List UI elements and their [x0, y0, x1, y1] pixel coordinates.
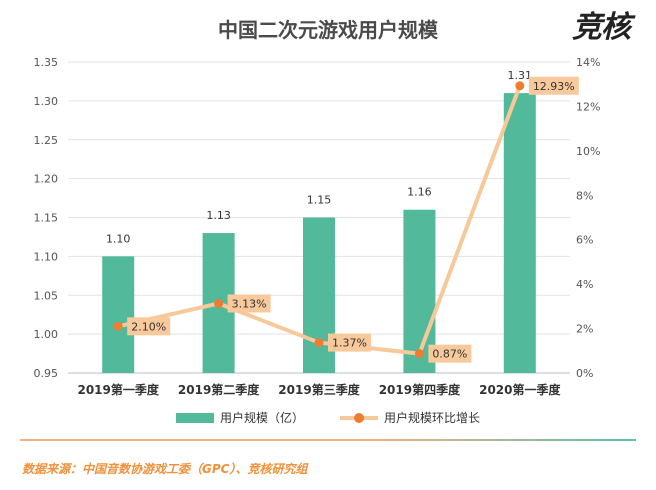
left-tick-label: 0.95 [34, 367, 59, 380]
bar-value-label: 1.15 [307, 194, 332, 207]
growth-label-bg [127, 317, 171, 336]
growth-point[interactable] [214, 298, 224, 308]
line-series: 2.10% 3.13% 1.37% 0.87% 12.93% [113, 76, 579, 363]
growth-value-label: 0.87% [432, 348, 467, 361]
bar-value-label: 1.13 [206, 209, 231, 222]
right-tick-label: 14% [576, 56, 600, 69]
right-tick-label: 0% [576, 367, 593, 380]
legend-item-bar[interactable]: 用户规模（亿） [175, 409, 304, 426]
legend-label-bar: 用户规模（亿） [219, 411, 304, 425]
left-tick-label: 1.35 [34, 56, 59, 69]
legend: 用户规模（亿） 用户规模环比增长 [0, 409, 656, 426]
left-tick-label: 1.20 [34, 173, 59, 186]
growth-value-label: 12.93% [533, 80, 575, 93]
growth-value-label: 2.10% [131, 320, 166, 333]
category-label: 2020第一季度 [479, 382, 561, 397]
left-tick-label: 1.30 [34, 95, 59, 108]
source-note: 数据来源：中国音数协游戏工委（GPC）、竞核研究组 [22, 462, 308, 476]
right-tick-label: 12% [576, 100, 600, 113]
growth-point[interactable] [113, 321, 123, 331]
left-tick-label: 1.15 [34, 212, 59, 225]
bar[interactable] [102, 256, 135, 373]
legend-label-line: 用户规模环比增长 [384, 411, 481, 425]
bar-value-label: 1.10 [106, 232, 131, 245]
bar[interactable] [503, 93, 536, 373]
growth-label-bg [328, 333, 371, 352]
right-tick-label: 6% [576, 234, 593, 247]
left-tick-label: 1.00 [34, 328, 59, 341]
right-tick-label: 4% [576, 278, 593, 291]
bar-value-label: 1.16 [407, 186, 432, 199]
footer-divider [20, 439, 636, 441]
chart-canvas: 0.95 1.00 1.05 1.10 1.15 1.20 1.25 1.30 1.35 0% 2… [34, 56, 601, 397]
growth-point[interactable] [414, 349, 424, 359]
right-tick-label: 10% [576, 145, 600, 158]
growth-point[interactable] [515, 81, 525, 91]
growth-label-bg [227, 294, 271, 313]
legend-swatch-line [340, 411, 378, 425]
category-label: 2019第三季度 [278, 382, 360, 397]
growth-label-bg [428, 344, 472, 363]
category-label: 2019第四季度 [379, 382, 461, 397]
growth-point[interactable] [314, 338, 324, 348]
legend-swatch-bar [175, 412, 214, 423]
left-tick-label: 1.25 [34, 134, 59, 147]
left-tick-label: 1.05 [34, 289, 59, 302]
category-label: 2019第一季度 [77, 382, 159, 397]
right-tick-label: 8% [576, 189, 593, 202]
left-axis: 0.95 1.00 1.05 1.10 1.15 1.20 1.25 1.30 1.35 [34, 56, 59, 380]
right-axis: 0% 2% 4% 6% 8% 10% 12% 14% [576, 56, 600, 380]
legend-item-line[interactable]: 用户规模环比增长 [340, 409, 480, 426]
bar-value-label: 1.31 [508, 69, 533, 82]
growth-label-bg [528, 76, 579, 95]
brand-logo: 竞核 [572, 10, 631, 45]
left-tick-label: 1.10 [34, 250, 59, 263]
bar-series: 1.10 1.13 1.15 1.16 1.31 [102, 69, 536, 373]
category-label: 2019第二季度 [178, 382, 260, 397]
growth-value-label: 3.13% [232, 297, 267, 310]
chart-title: 中国二次元游戏用户规模 [218, 18, 438, 42]
growth-value-label: 1.37% [332, 337, 367, 350]
category-axis: 2019第一季度 2019第二季度 2019第三季度 2019第四季度 2020第一季度 [77, 382, 561, 397]
right-tick-label: 2% [576, 323, 593, 336]
